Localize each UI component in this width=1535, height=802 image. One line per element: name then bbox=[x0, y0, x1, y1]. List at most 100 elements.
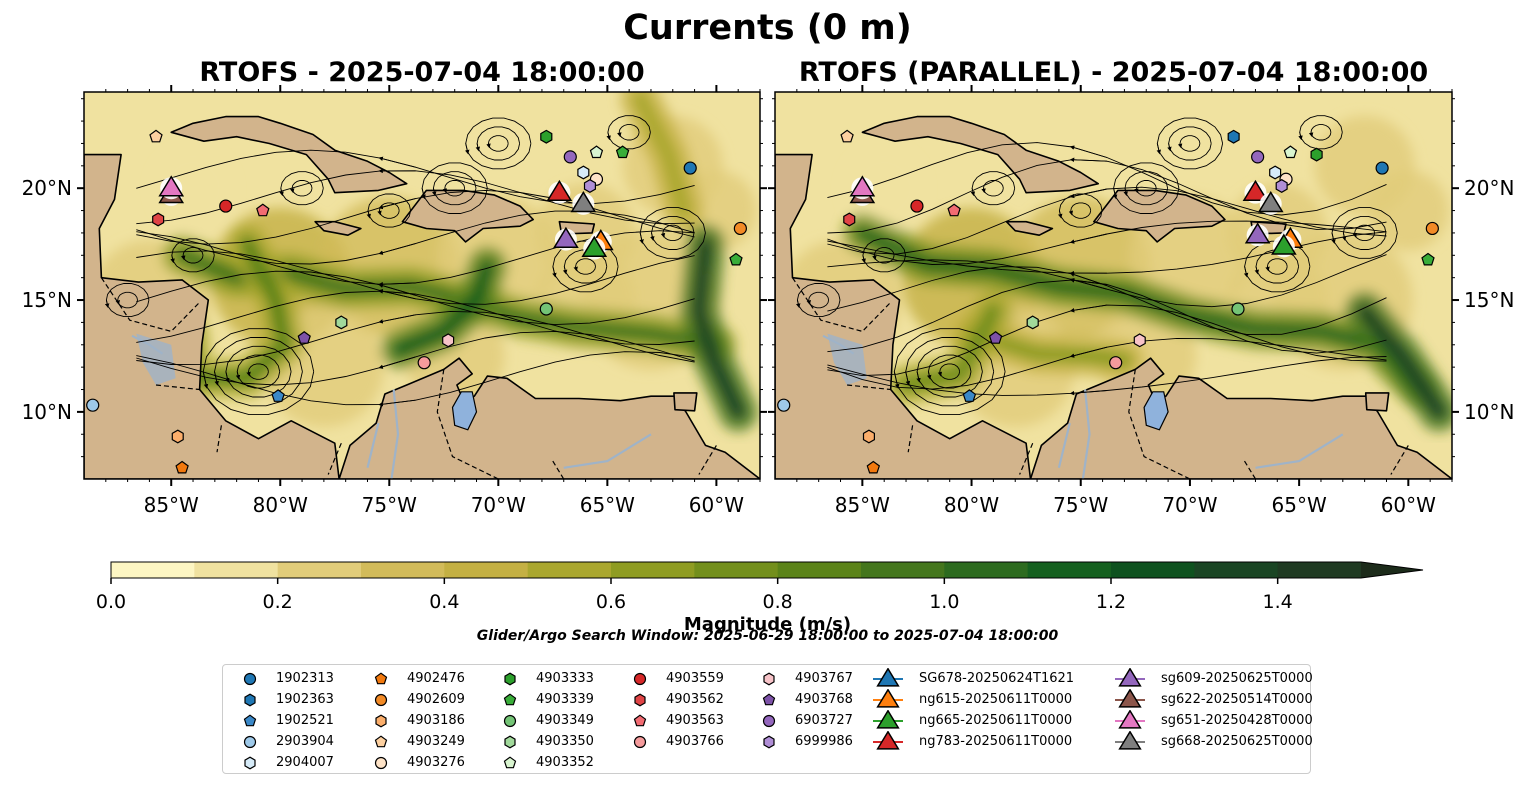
legend-item-label: 2904007 bbox=[276, 755, 334, 770]
colorbar-segment bbox=[527, 562, 612, 578]
glider-sg668-20250625T0000 bbox=[1257, 191, 1284, 213]
lake-maracaibo bbox=[1143, 391, 1169, 431]
argo-float-6999986 bbox=[583, 179, 596, 193]
argo-float-4903339 bbox=[1421, 252, 1435, 266]
glider-ng783-20250611T0000 bbox=[546, 179, 573, 202]
legend-item-label: 1902313 bbox=[276, 671, 334, 686]
legend-marker-pentagon-icon bbox=[503, 693, 517, 706]
argo-float-1902363 bbox=[1227, 129, 1240, 144]
legend-glider-icon bbox=[1118, 668, 1142, 687]
argo-float-4903349 bbox=[539, 302, 553, 316]
legend-marker-pentagon-icon bbox=[374, 672, 388, 685]
argo-float-6999986 bbox=[1275, 179, 1288, 193]
search-window-text: Glider/Argo Search Window: 2025-06-29 18… bbox=[476, 628, 1059, 644]
argo-float-4903333 bbox=[540, 129, 553, 144]
x-tick-label: 75°W bbox=[362, 493, 417, 517]
argo-float-6903727 bbox=[563, 150, 577, 164]
legend-item-label: 4903562 bbox=[666, 692, 724, 707]
colorbar: 0.0 0.2 0.4 0.6 0.8 1.0 1.2 1.4 bbox=[96, 561, 1424, 613]
colorbar-extend-arrow bbox=[1361, 562, 1423, 578]
legend-glider-icon bbox=[876, 731, 900, 750]
legend-marker-hexagon-icon bbox=[244, 693, 256, 707]
y-tick-label: 20°N bbox=[22, 176, 72, 200]
argo-float-4903559 bbox=[910, 199, 924, 213]
legend-float-icon bbox=[243, 735, 257, 749]
axis-ticks: 85°W 80°W 75°W 70°W 65°W 60°W 10°N 15°N 20°N bbox=[768, 85, 1514, 517]
map-frame bbox=[774, 91, 1453, 480]
legend-item-label: sg609-20250625T0000 bbox=[1161, 671, 1313, 686]
colorbar-tick-label: 1.4 bbox=[1263, 591, 1293, 613]
legend-item-label: 6903727 bbox=[795, 713, 853, 728]
figure-title: Currents (0 m) bbox=[623, 8, 912, 48]
argo-float-4903768 bbox=[988, 331, 1003, 344]
argo-float-4903563 bbox=[256, 203, 270, 217]
legend-item-label: sg622-20250514T0000 bbox=[1161, 692, 1313, 707]
legend-marker-triangle-icon bbox=[873, 689, 903, 708]
legend-marker-hexagon-icon bbox=[375, 714, 387, 728]
argo-float-2903904 bbox=[777, 398, 791, 412]
legend-marker-hexagon-icon bbox=[504, 735, 516, 749]
legend-marker-circle-icon bbox=[762, 714, 776, 728]
legend-marker-triangle-icon bbox=[1115, 689, 1145, 708]
legend-float-icon bbox=[634, 693, 646, 707]
glider-ng783-20250611T0000 bbox=[1242, 179, 1269, 202]
legend-marker-circle-icon bbox=[374, 693, 388, 707]
legend-item-label: 2903904 bbox=[276, 734, 334, 749]
glider-markers bbox=[849, 175, 1304, 258]
y-tick-label: 15°N bbox=[22, 288, 72, 312]
legend-marker-circle-icon bbox=[374, 756, 388, 770]
argo-float-4903249 bbox=[840, 129, 854, 143]
legend-item-label: 4903249 bbox=[407, 734, 465, 749]
x-tick-label: 65°W bbox=[580, 493, 635, 517]
colorbar-segment bbox=[361, 562, 445, 578]
legend-item-label: 1902521 bbox=[276, 713, 334, 728]
current-magnitude-field bbox=[775, 115, 1452, 444]
legend-marker-pentagon-icon bbox=[374, 735, 388, 748]
legend-item-label: 4902609 bbox=[407, 692, 465, 707]
legend-float-icon bbox=[762, 693, 776, 706]
colorbar-segment bbox=[777, 562, 862, 578]
legend-item-label: 4903350 bbox=[536, 734, 594, 749]
argo-float-4903186 bbox=[862, 429, 875, 444]
legend-float-icon bbox=[374, 672, 388, 685]
legend-marker-triangle-icon bbox=[1115, 710, 1145, 729]
argo-float-2904007 bbox=[577, 165, 590, 180]
legend-float-icon bbox=[243, 714, 257, 727]
legend-marker-triangle-icon bbox=[873, 710, 903, 729]
legend-item-label: 4903767 bbox=[795, 671, 853, 686]
y-tick-label: 10°N bbox=[22, 400, 72, 424]
legend-item-label: 4903349 bbox=[536, 713, 594, 728]
colorbar-segment bbox=[1027, 562, 1112, 578]
legend-float-icon bbox=[243, 672, 257, 686]
legend-marker-circle-icon bbox=[243, 672, 257, 686]
legend-item-label: 4903352 bbox=[536, 755, 594, 770]
argo-float-markers bbox=[777, 129, 1439, 474]
legend-item-label: 4902476 bbox=[407, 671, 465, 686]
glider-ng665-20250611T0000 bbox=[1271, 233, 1297, 255]
legend-float-icon bbox=[374, 693, 388, 707]
legend-marker-triangle-icon bbox=[873, 668, 903, 687]
legend-item-label: 4903186 bbox=[407, 713, 465, 728]
legend-float-icon bbox=[633, 714, 647, 727]
x-tick-label: 60°W bbox=[1381, 493, 1436, 517]
argo-float-1902313 bbox=[1375, 161, 1389, 175]
colorbar-outline bbox=[110, 561, 1424, 579]
map-frame bbox=[83, 91, 761, 480]
argo-float-4902476 bbox=[866, 460, 881, 474]
panel-title-rtofs: RTOFS - 2025-07-04 18:00:00 bbox=[199, 57, 645, 88]
legend-float-icon bbox=[633, 672, 647, 686]
legend-item-label: 4903766 bbox=[666, 734, 724, 749]
x-tick-label: 70°W bbox=[1162, 493, 1217, 517]
legend-float-icon bbox=[503, 693, 517, 706]
legend: 1902313 1902363 1902521 2903904 2904007 49024… bbox=[222, 664, 1313, 774]
colorbar-segment bbox=[444, 562, 529, 578]
argo-float-4903767 bbox=[442, 333, 455, 348]
argo-float-4903767 bbox=[1133, 333, 1146, 348]
legend-glider-icon bbox=[1118, 731, 1142, 750]
x-tick-label: 65°W bbox=[1272, 493, 1327, 517]
legend-item-label: 4903333 bbox=[536, 671, 594, 686]
colorbar-segment bbox=[194, 562, 279, 578]
colorbar-segment bbox=[611, 562, 695, 578]
colorbar-tick-label: 0.4 bbox=[429, 591, 459, 613]
legend-glider-icon bbox=[1118, 689, 1142, 708]
